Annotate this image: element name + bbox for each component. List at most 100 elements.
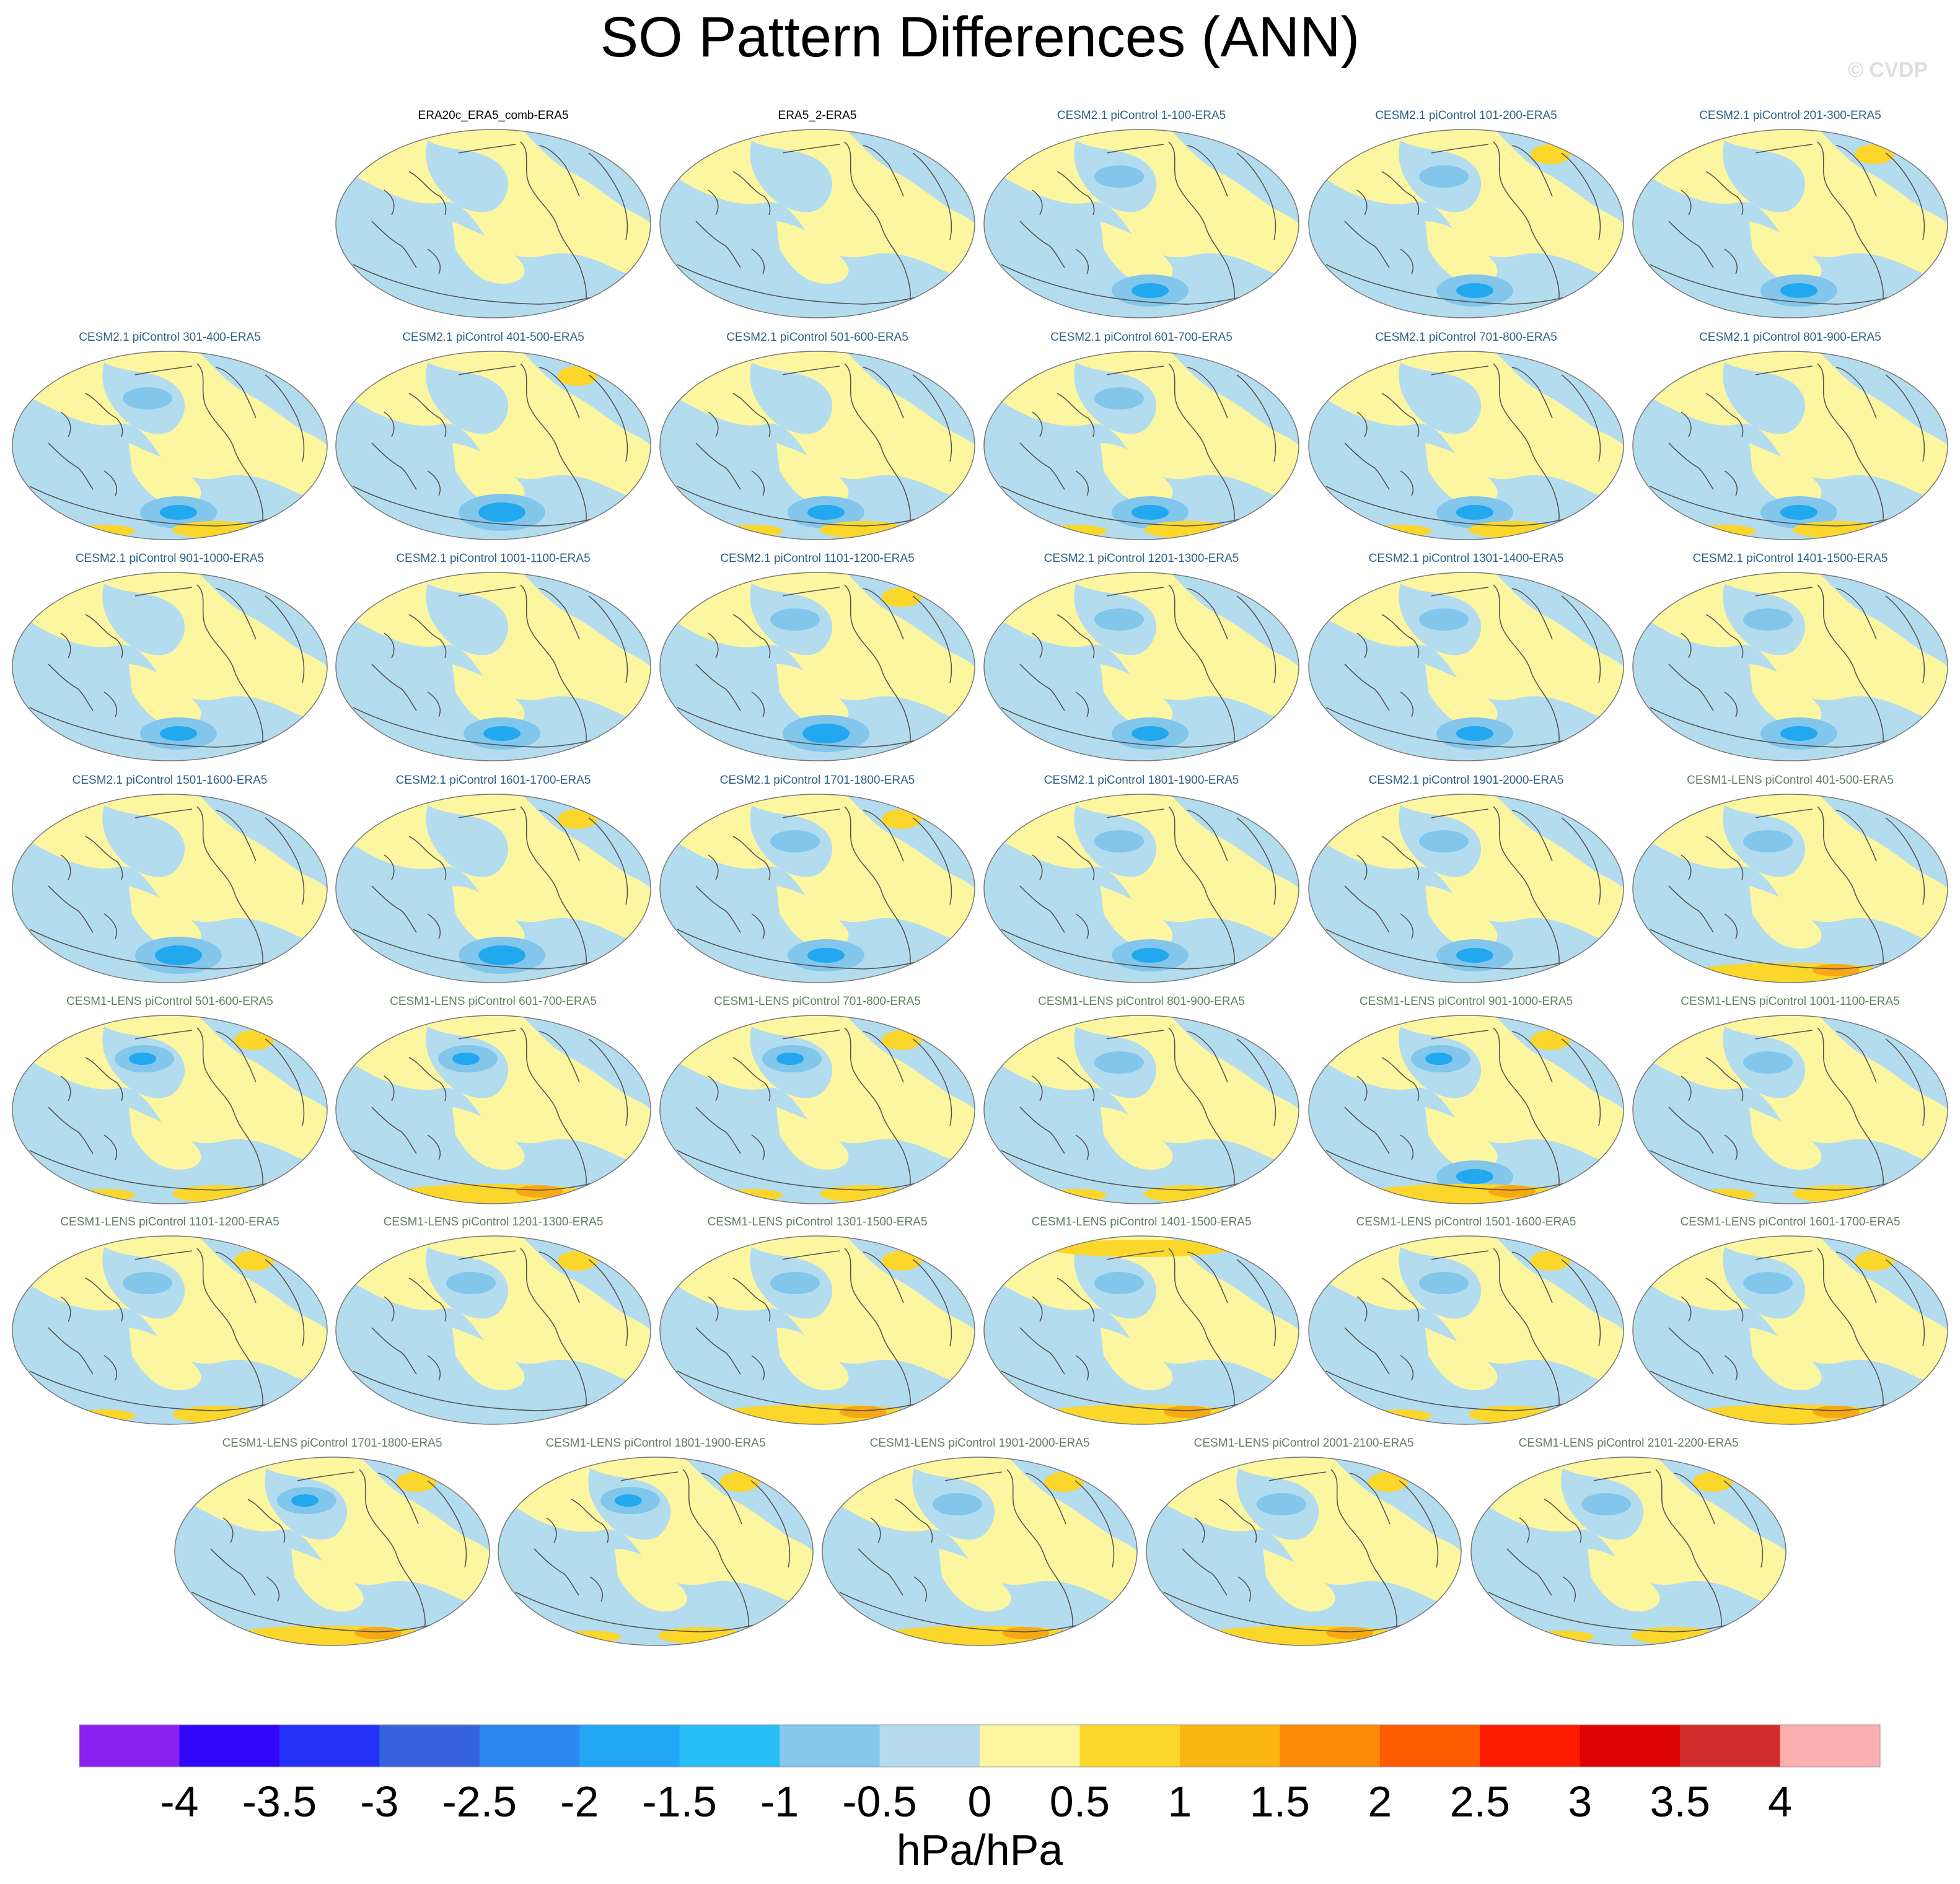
coastline <box>1493 363 1560 530</box>
map-outline <box>983 794 1299 983</box>
coastline <box>1431 587 1489 597</box>
world-map <box>335 1015 651 1204</box>
ne_yellow-anomaly <box>1855 1251 1894 1271</box>
coastline <box>1817 141 1884 309</box>
map-outline <box>1632 351 1948 540</box>
positive-region <box>776 664 849 727</box>
positive-region <box>129 1107 201 1170</box>
map-panel: CESM2.1 piControl 901-1000-ERA5 <box>11 551 328 762</box>
coastline <box>196 363 263 530</box>
coastline <box>732 614 771 659</box>
coastline <box>215 588 257 640</box>
coastline <box>751 1134 765 1160</box>
coastline <box>1057 1057 1095 1102</box>
positive-region <box>1101 1107 1173 1170</box>
map-panel: CESM2.1 piControl 301-400-ERA5 <box>11 330 328 541</box>
negative-region-0 <box>1633 1051 1948 1204</box>
coastline <box>620 1471 679 1481</box>
np_blue_weak-anomaly <box>123 387 172 410</box>
coastline <box>1106 808 1164 818</box>
coastline <box>1511 367 1553 419</box>
coastline <box>384 190 395 216</box>
coastline <box>1194 1517 1205 1543</box>
coastline <box>1817 806 1884 973</box>
coastline <box>1885 817 1925 905</box>
positive-region <box>776 1107 849 1170</box>
map-panel: CESM1-LENS piControl 1001-1100-ERA5 <box>1632 994 1949 1205</box>
map-outline <box>1632 572 1948 761</box>
coastline <box>384 411 395 437</box>
map-panel: CESM2.1 piControl 1401-1500-ERA5 <box>1632 551 1949 762</box>
coastline <box>1344 1327 1390 1375</box>
positive-region <box>776 1328 849 1390</box>
coastline <box>1057 614 1095 659</box>
map-panel: CESM1-LENS piControl 401-500-ERA5 <box>1632 773 1949 984</box>
coastline <box>1817 1027 1884 1194</box>
coastline <box>1705 614 1744 659</box>
world-map <box>1308 1015 1624 1204</box>
colorbar-swatch <box>1580 1725 1681 1767</box>
map-outline <box>1308 572 1624 761</box>
coastline <box>1493 806 1560 973</box>
coastline <box>266 1576 280 1602</box>
coastline <box>1705 836 1744 880</box>
coastline <box>103 691 118 717</box>
colorbar-tick-label: 3 <box>1568 1777 1592 1826</box>
negative-region-0 <box>12 387 327 540</box>
map-panel-label: CESM2.1 piControl 801-900-ERA5 <box>1699 331 1881 344</box>
coastline <box>1349 1473 1391 1525</box>
s_orange-anomaly <box>1813 964 1860 976</box>
positive-region <box>776 443 849 506</box>
world-map <box>1632 1015 1948 1204</box>
coastline <box>48 885 94 933</box>
coastline <box>265 374 305 462</box>
ne_yellow-anomaly <box>1531 1030 1570 1050</box>
world-map <box>1308 351 1624 540</box>
colorbar-tick-label: -2 <box>560 1777 599 1826</box>
coastline <box>1561 374 1601 462</box>
coastline <box>215 810 257 862</box>
coastline <box>695 1327 741 1375</box>
negative-region-1 <box>1399 362 1482 434</box>
coastline <box>1381 393 1420 437</box>
coastline <box>1075 1134 1089 1160</box>
coastline <box>359 1469 426 1636</box>
map-panel-label: CESM2.1 piControl 301-400-ERA5 <box>79 331 261 344</box>
coastline <box>1705 171 1744 216</box>
coastline <box>695 1106 741 1154</box>
coastline <box>1075 470 1089 496</box>
coastline <box>1431 1030 1489 1040</box>
np_blue_weak-anomaly <box>1094 1051 1144 1074</box>
coastline <box>1344 1106 1390 1154</box>
positive-region <box>1425 443 1498 506</box>
coastline <box>1032 854 1043 880</box>
coastline <box>1674 1473 1715 1525</box>
coastline <box>1237 1576 1252 1602</box>
colorbar-tick-label: 4 <box>1768 1777 1792 1826</box>
negative-region-0 <box>175 1493 490 1645</box>
coastline <box>1356 411 1368 437</box>
coastline <box>1182 1548 1228 1596</box>
ne_yellow-anomaly <box>397 1472 436 1492</box>
np_blue-anomaly <box>776 1053 804 1065</box>
negative-region-0 <box>984 1272 1299 1424</box>
colorbar-tick-label: 1 <box>1167 1777 1192 1826</box>
colorbar-tick-label: 3.5 <box>1650 1777 1710 1826</box>
positive-region <box>452 1107 525 1170</box>
world-map <box>498 1457 814 1646</box>
map-outline <box>335 1235 651 1425</box>
coastline <box>196 806 263 973</box>
page-title: SO Pattern Differences (ANN) <box>600 6 1360 69</box>
map-panel-label: CESM2.1 piControl 1401-1500-ERA5 <box>1692 552 1888 565</box>
coastline <box>1668 442 1714 490</box>
coastline <box>588 1259 628 1347</box>
np_blue_weak-anomaly <box>1743 830 1793 852</box>
colorbar-tick-label: -1.5 <box>642 1777 717 1826</box>
coastline <box>1381 614 1420 659</box>
map-outline <box>335 1015 651 1204</box>
np_blue-anomaly <box>129 1053 156 1065</box>
coastline <box>912 1259 952 1347</box>
coastline <box>751 248 765 274</box>
coastline <box>1885 1259 1925 1347</box>
colorbar-tick-label: 2.5 <box>1450 1777 1510 1826</box>
